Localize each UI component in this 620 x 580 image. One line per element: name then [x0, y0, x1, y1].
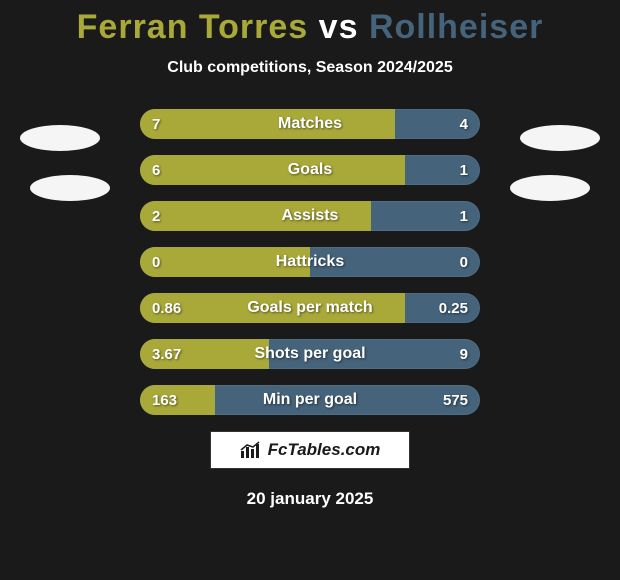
stat-label: Goals	[140, 155, 480, 185]
stat-label: Matches	[140, 109, 480, 139]
player1-shorts-icon	[30, 175, 110, 201]
stat-value-player2: 1	[460, 201, 468, 231]
stat-label: Min per goal	[140, 385, 480, 415]
stat-value-player2: 4	[460, 109, 468, 139]
stat-label: Assists	[140, 201, 480, 231]
stats-container: 7Matches4 6Goals1 2Assists1 0Hattricks0 0.86…	[0, 109, 620, 415]
stat-row: 3.67Shots per goal9	[140, 339, 480, 369]
stat-value-player2: 9	[460, 339, 468, 369]
stat-label: Shots per goal	[140, 339, 480, 369]
player2-shorts-icon	[510, 175, 590, 201]
subtitle: Club competitions, Season 2024/2025	[0, 59, 620, 77]
stat-label: Hattricks	[140, 247, 480, 277]
player2-shirt-icon	[520, 125, 600, 151]
stat-row: 6Goals1	[140, 155, 480, 185]
stat-value-player2: 1	[460, 155, 468, 185]
brand-chart-icon	[240, 441, 262, 459]
stat-row: 0.86Goals per match0.25	[140, 293, 480, 323]
stat-label: Goals per match	[140, 293, 480, 323]
stat-row: 7Matches4	[140, 109, 480, 139]
stat-value-player2: 0	[460, 247, 468, 277]
brand-text: FcTables.com	[268, 440, 381, 460]
date-label: 20 january 2025	[0, 489, 620, 509]
brand-badge: FcTables.com	[210, 431, 410, 469]
player1-name: Ferran Torres	[77, 8, 309, 46]
player1-shirt-icon	[20, 125, 100, 151]
stat-row: 0Hattricks0	[140, 247, 480, 277]
player2-name: Rollheiser	[369, 8, 543, 46]
vs-label: vs	[319, 8, 359, 46]
stat-value-player2: 0.25	[439, 293, 468, 323]
stat-row: 163Min per goal575	[140, 385, 480, 415]
stat-row: 2Assists1	[140, 201, 480, 231]
stat-value-player2: 575	[443, 385, 468, 415]
comparison-title: Ferran Torres vs Rollheiser	[0, 0, 620, 47]
